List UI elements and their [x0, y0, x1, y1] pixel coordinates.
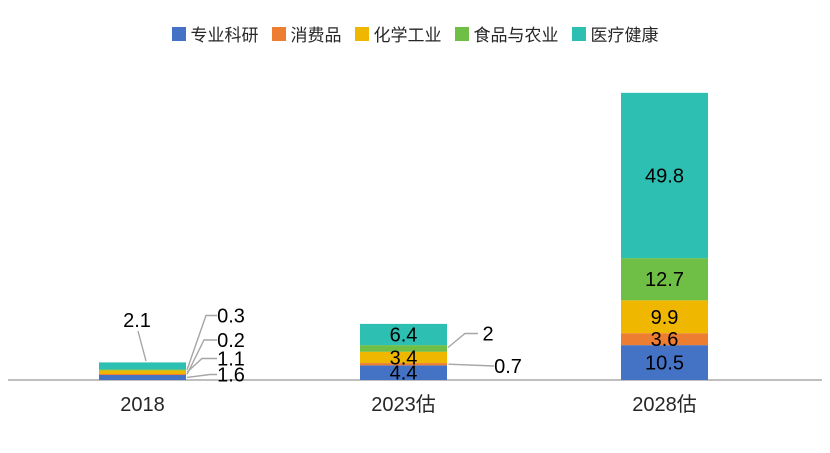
legend-item-3: 食品与农业	[454, 21, 559, 46]
value-label: 9.9	[651, 307, 679, 329]
legend-item-1: 消费品	[271, 21, 342, 46]
callout-line	[137, 330, 147, 362]
value-label: 3.6	[651, 329, 679, 351]
legend-label: 医疗健康	[590, 26, 659, 45]
value-label: 12.7	[645, 269, 684, 291]
bar-segment-3-cat0	[99, 369, 186, 371]
callout-value-label: 1.6	[217, 365, 245, 387]
bar-segment-0-cat1	[360, 365, 447, 380]
legend-item-2: 化学工业	[354, 21, 442, 46]
legend-swatch-icon	[454, 26, 469, 41]
value-label: 3.4	[390, 347, 418, 369]
x-axis-label: 2018	[120, 394, 165, 416]
legend: 专业科研 消费品 化学工业 食品与农业 医疗健康	[0, 21, 830, 46]
bar-segment-3-cat1	[360, 345, 447, 352]
callout-value-label: 2.1	[123, 310, 151, 332]
legend-label: 消费品	[290, 26, 342, 45]
bar-segment-0-cat2	[621, 345, 708, 380]
callout-line	[186, 357, 217, 373]
legend-label: 化学工业	[373, 26, 442, 45]
value-label: 49.8	[645, 165, 684, 187]
legend-item-0: 专业科研	[171, 21, 259, 46]
bar-segment-4-cat1	[360, 323, 447, 346]
bar-segment-4-cat2	[621, 92, 708, 259]
x-axis-label: 2028估	[632, 393, 697, 416]
callout-value-label: 0.3	[217, 306, 245, 328]
bar-segment-1-cat1	[360, 363, 447, 366]
bar-segment-0-cat0	[99, 374, 186, 380]
bar-segment-2-cat1	[360, 351, 447, 364]
x-axis-label: 2023估	[371, 393, 436, 416]
bar-segment-3-cat2	[621, 258, 708, 301]
callout-line	[186, 373, 217, 379]
legend-label: 专业科研	[190, 26, 259, 45]
callout-line	[186, 314, 217, 371]
bar-segment-4-cat0	[99, 362, 186, 370]
legend-swatch-icon	[571, 26, 586, 41]
legend-item-4: 医疗健康	[571, 21, 659, 46]
bar-segment-1-cat0	[99, 374, 186, 376]
legend-swatch-icon	[354, 26, 369, 41]
callout-line	[186, 339, 217, 375]
bar-segment-2-cat0	[99, 370, 186, 375]
bar-segment-2-cat2	[621, 300, 708, 334]
value-label: 10.5	[645, 353, 684, 375]
callout-value-label: 1.1	[217, 349, 245, 371]
callout-line	[448, 363, 495, 367]
callout-value-label: 0.7	[494, 356, 522, 378]
legend-swatch-icon	[171, 26, 186, 41]
legend-swatch-icon	[271, 26, 286, 41]
callout-value-label: 0.2	[217, 330, 245, 352]
callout-line	[447, 332, 478, 349]
callout-value-label: 2	[482, 324, 493, 346]
value-label: 6.4	[390, 325, 418, 347]
value-label: 4.4	[390, 363, 418, 385]
bar-segment-1-cat2	[621, 333, 708, 346]
legend-label: 食品与农业	[473, 26, 559, 45]
